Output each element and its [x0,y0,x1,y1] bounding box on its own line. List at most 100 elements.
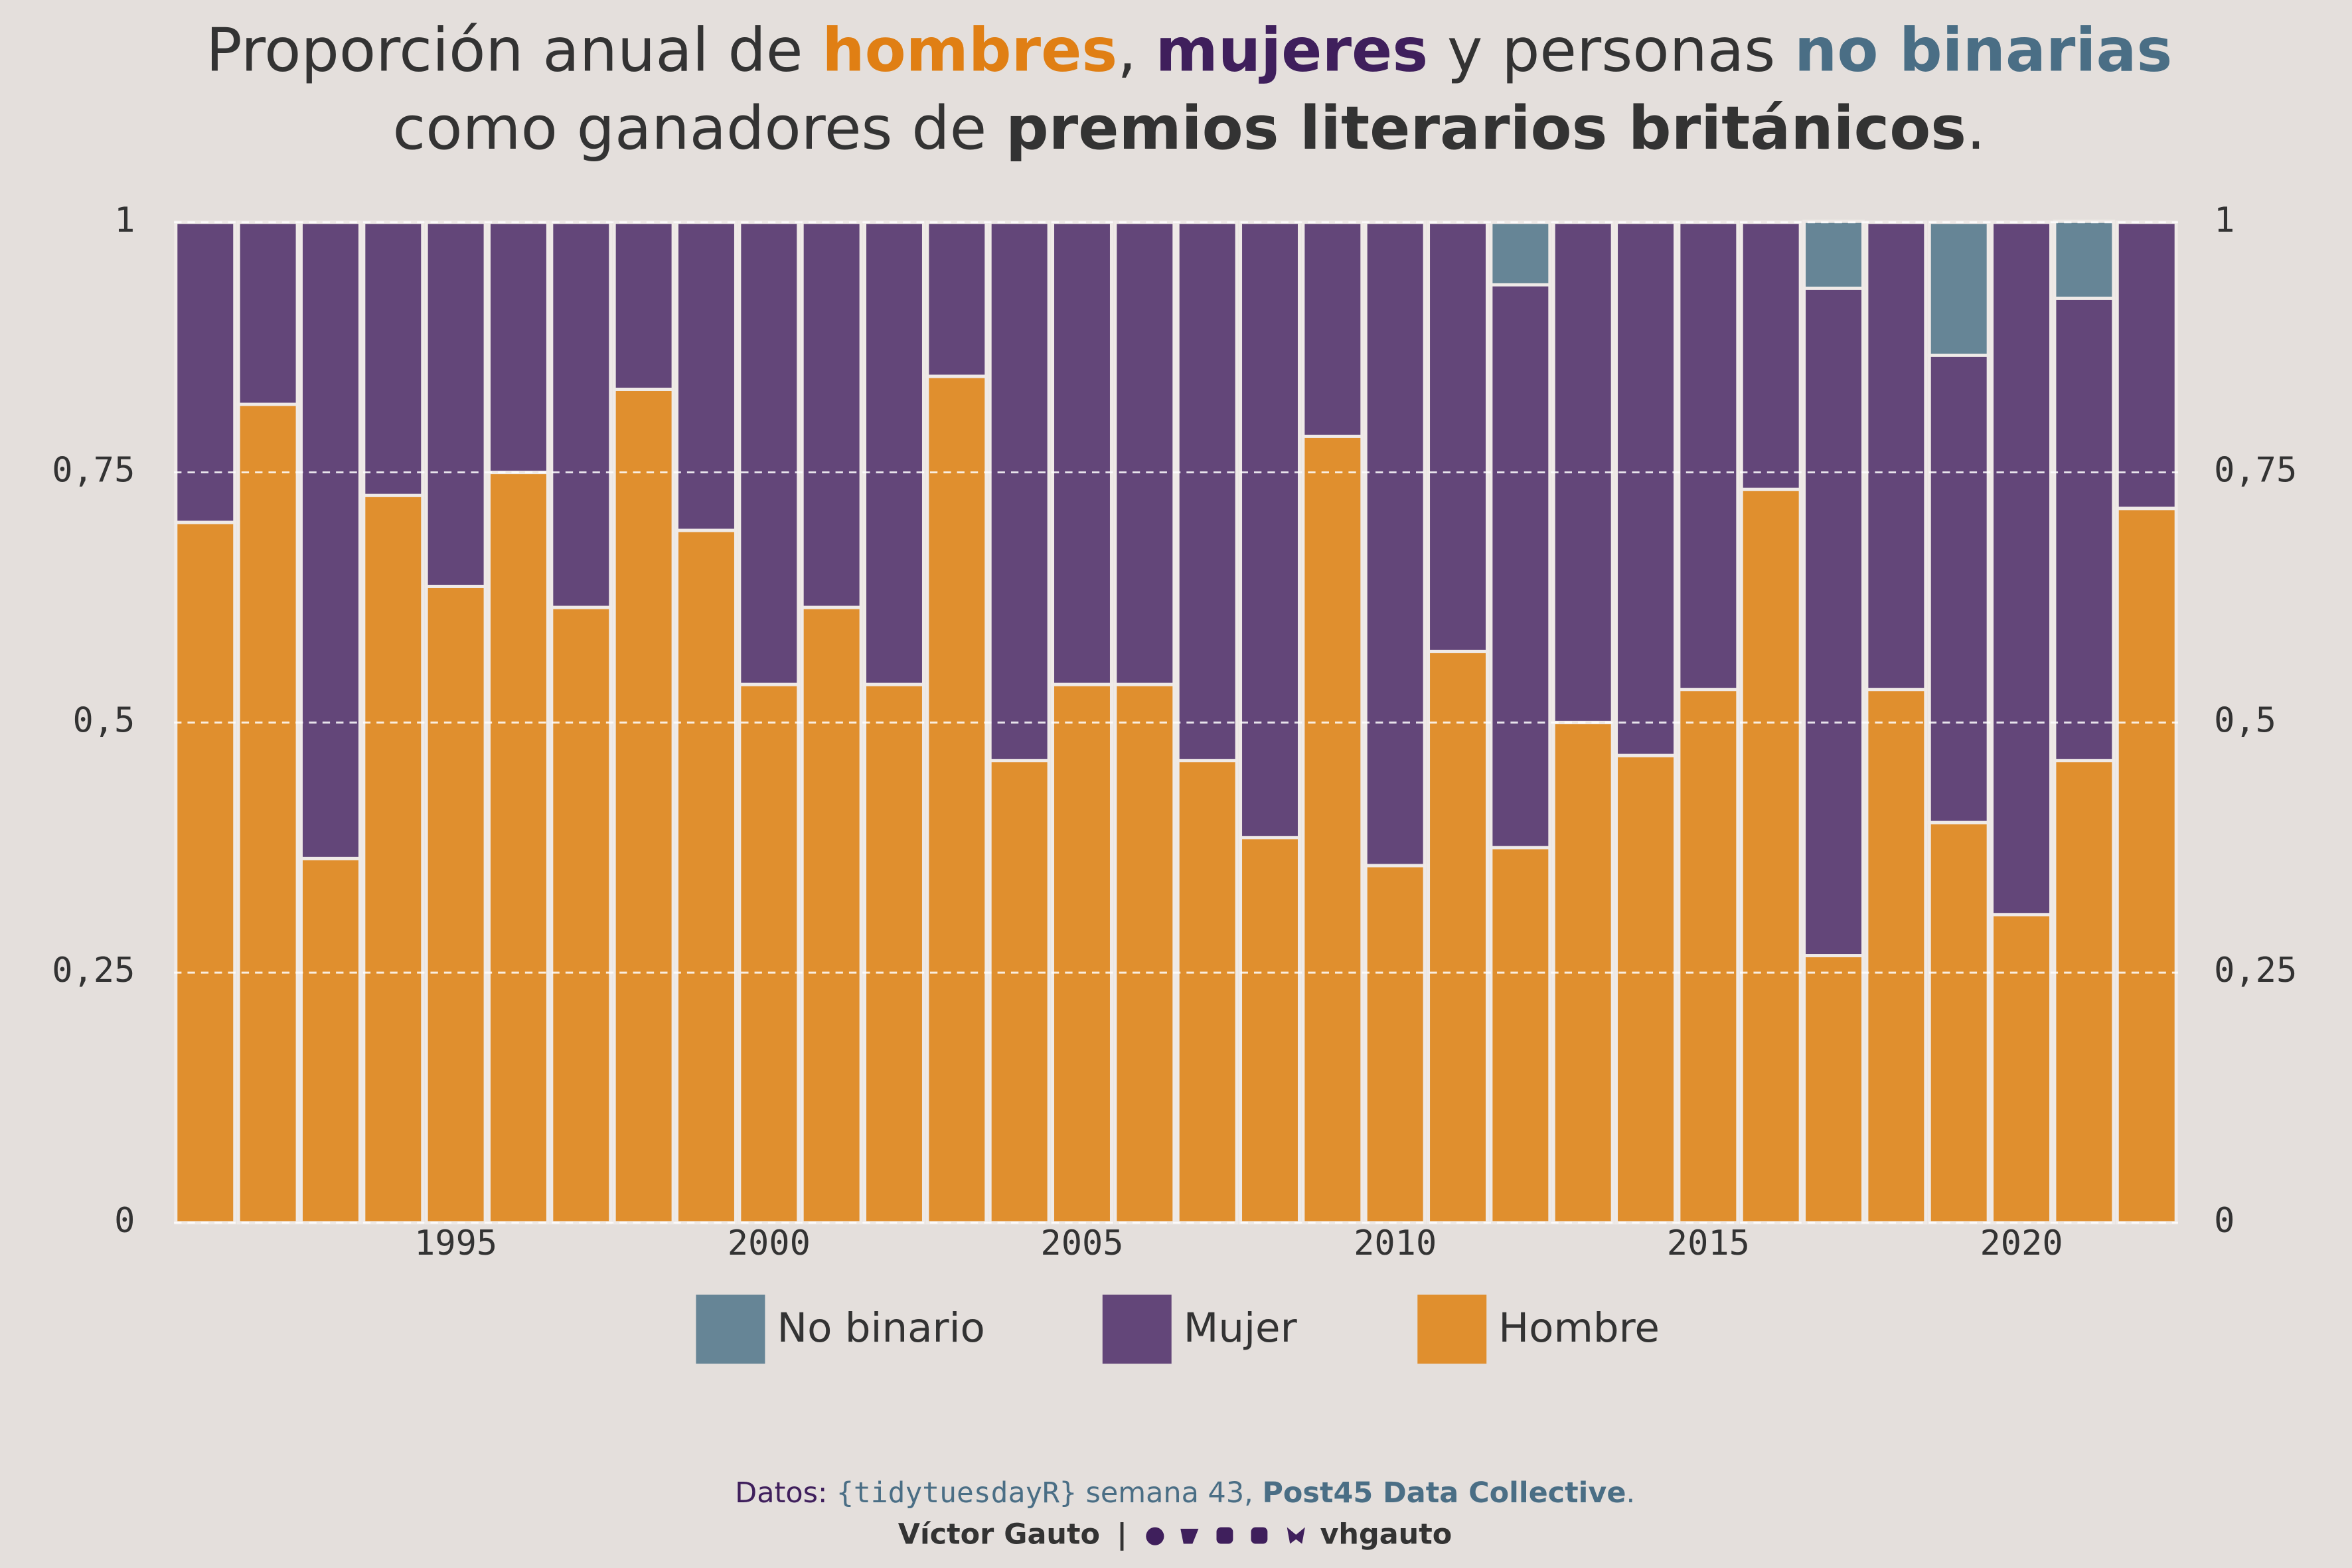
bar-segment [738,220,801,686]
bar-segment [925,374,988,1225]
bar-segment [1990,220,2053,917]
x-tick-label: 2000 [728,1223,811,1263]
y-tick-label: 1 [114,200,135,240]
legend-swatch [1417,1294,1487,1364]
x-tick-label: 1995 [414,1223,497,1263]
bar-segment [174,220,237,524]
bar-segment [863,682,925,1225]
title-part: y personas [1428,16,1794,86]
bar-segment [1614,753,1677,1225]
title-part: no binarias [1794,16,2172,86]
legend-label: No binario [777,1304,984,1352]
bar-segment [1051,682,1113,1225]
caption-part: semana 43, [1077,1476,1263,1509]
y2-tick-label: 0,5 [2214,700,2276,740]
bar-segment [1739,487,1802,1225]
bar-segment [612,220,675,391]
legend-item: Mujer [1102,1294,1298,1364]
bar-segment [236,220,299,406]
bar-segment [1239,220,1301,840]
bar-segment [1614,220,1677,757]
caption-author: Víctor Gauto [898,1518,1100,1551]
chart-title: Proporción anual de hombres, mujeres y p… [110,16,2229,86]
bar-segment [236,402,299,1225]
caption-part: Datos: [735,1476,836,1509]
bar-segment [988,220,1051,763]
title-part: . [1966,94,1986,163]
bar-segment [863,220,925,686]
bar-segment [1677,220,1740,692]
y2-tick-label: 1 [2214,200,2234,240]
bar-segment [2115,507,2178,1225]
title-part: mujeres [1156,16,1428,86]
bar-segment [1364,864,1427,1225]
title-part: Proporción anual de [206,16,822,86]
bar-segment [1427,649,1489,1225]
bar-segment [1865,688,1928,1225]
bar-segment [1489,846,1552,1225]
bar-segment [362,220,425,497]
bar-segment [1176,220,1239,763]
bar-segment [550,220,613,609]
caption-part: {tidytuesdayR} [836,1476,1077,1509]
bar-segment [1489,283,1552,850]
bar-segment [1239,836,1301,1225]
bar-segment [2053,296,2116,763]
bar-segment [1301,220,1364,438]
bar-segment [550,605,613,1225]
bar-segment [1927,220,1990,357]
bar-segment [424,584,487,1225]
bar-segment [1865,220,1928,692]
bar-segment [800,220,863,609]
y2-tick-label: 0 [2214,1201,2234,1241]
bar-segment [1113,682,1176,1225]
caption-part: . [1626,1476,1635,1509]
bar-segment [1301,434,1364,1225]
bar-segment [2115,220,2178,510]
bar-segment [925,220,988,378]
bar-segment [1364,220,1427,868]
title-part: premios literarios británicos [1006,94,1966,163]
bar-segment [675,220,738,532]
bar-segment [1051,220,1113,686]
x-tick-label: 2010 [1354,1223,1437,1263]
caption-part: Post45 Data Collective [1262,1476,1626,1509]
caption-separator: | [1117,1518,1127,1551]
x-tick-label: 2015 [1667,1223,1750,1263]
y-tick-label: 0,5 [72,700,135,740]
bar-segment [1927,353,1990,824]
title-part: hombres [822,16,1117,86]
bar-segment [2053,759,2116,1225]
bar-segment [1802,219,1865,290]
bar-segment [800,605,863,1225]
caption: Datos: {tidytuesdayR} semana 43, Post45 … [690,1476,1662,1509]
bar-segment [362,493,425,1225]
bar-segment [1739,220,1802,491]
bar-segment [299,856,362,1225]
y-tick-label: 0,25 [52,951,135,990]
bar-segment [1489,220,1552,287]
legend-label: Mujer [1184,1304,1298,1352]
bar-segment [487,471,550,1225]
x-tick-label: 2005 [1040,1223,1123,1263]
bar-segment [1927,821,1990,1225]
legend-swatch [696,1294,765,1364]
bar-segment [1427,220,1489,653]
bar-segment [988,759,1051,1225]
title-part: como ganadores de [393,94,1006,163]
bar-segment [424,220,487,588]
y-tick-label: 0 [114,1201,135,1241]
x-tick-label: 2020 [1980,1223,2063,1263]
legend-label: Hombre [1498,1304,1660,1352]
bar-segment [738,682,801,1225]
legend-item: No binario [696,1294,985,1364]
chart-title: como ganadores de premios literarios bri… [297,94,2043,163]
bar-segment [299,220,362,860]
bar-segment [1113,220,1176,686]
legend-swatch [1102,1294,1172,1364]
bar-segment [675,528,738,1225]
bar-segment [612,387,675,1225]
bar-segment [2053,219,2116,300]
bar-segment [1802,954,1865,1225]
